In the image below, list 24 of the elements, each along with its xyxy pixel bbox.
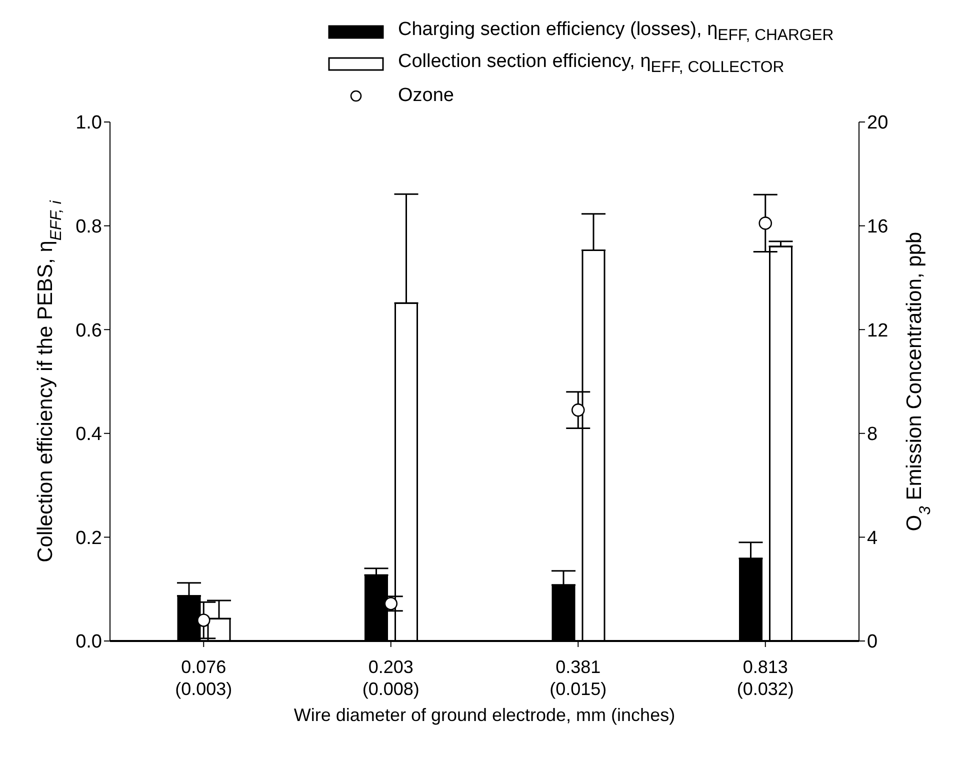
- y2-tick-label: 16: [867, 216, 888, 238]
- y2-tick-label: 20: [867, 112, 888, 134]
- legend-label: Charging section efficiency (losses), η$_{EFF, CHARGER}$: [398, 19, 834, 44]
- point: [196, 614, 210, 627]
- x-tick-label: 0.076 (0.003): [175, 657, 232, 699]
- x-axis-title: Wire diameter of ground electrode, mm (inches): [294, 705, 676, 725]
- point: [758, 216, 772, 230]
- y-tick-label: 0.2: [76, 528, 102, 549]
- y-tick-label: 1.0: [76, 112, 102, 134]
- y2-tick-label: 4: [867, 528, 878, 549]
- x-tick-label: 0.381 (0.015): [550, 657, 607, 699]
- y-tick-label: 0.6: [76, 320, 102, 342]
- x-tick-label: 0.813 (0.032): [736, 657, 794, 699]
- y-tick-label: 0.4: [76, 424, 102, 446]
- legend-label: Ozone: [398, 85, 454, 106]
- y-tick-label: 0.0: [76, 632, 102, 653]
- point: [384, 596, 398, 610]
- y2-tick-label: 8: [867, 424, 878, 446]
- y2-tick-label: 0: [867, 632, 878, 653]
- point: [571, 403, 585, 417]
- y-tick-label: 0.8: [76, 216, 102, 238]
- x-tick-label: 0.203 (0.008): [362, 657, 420, 699]
- legend-label: Collection section efficiency, η$_{EFF, COLLECTOR}$: [398, 51, 784, 76]
- y2-tick-label: 12: [867, 320, 888, 342]
